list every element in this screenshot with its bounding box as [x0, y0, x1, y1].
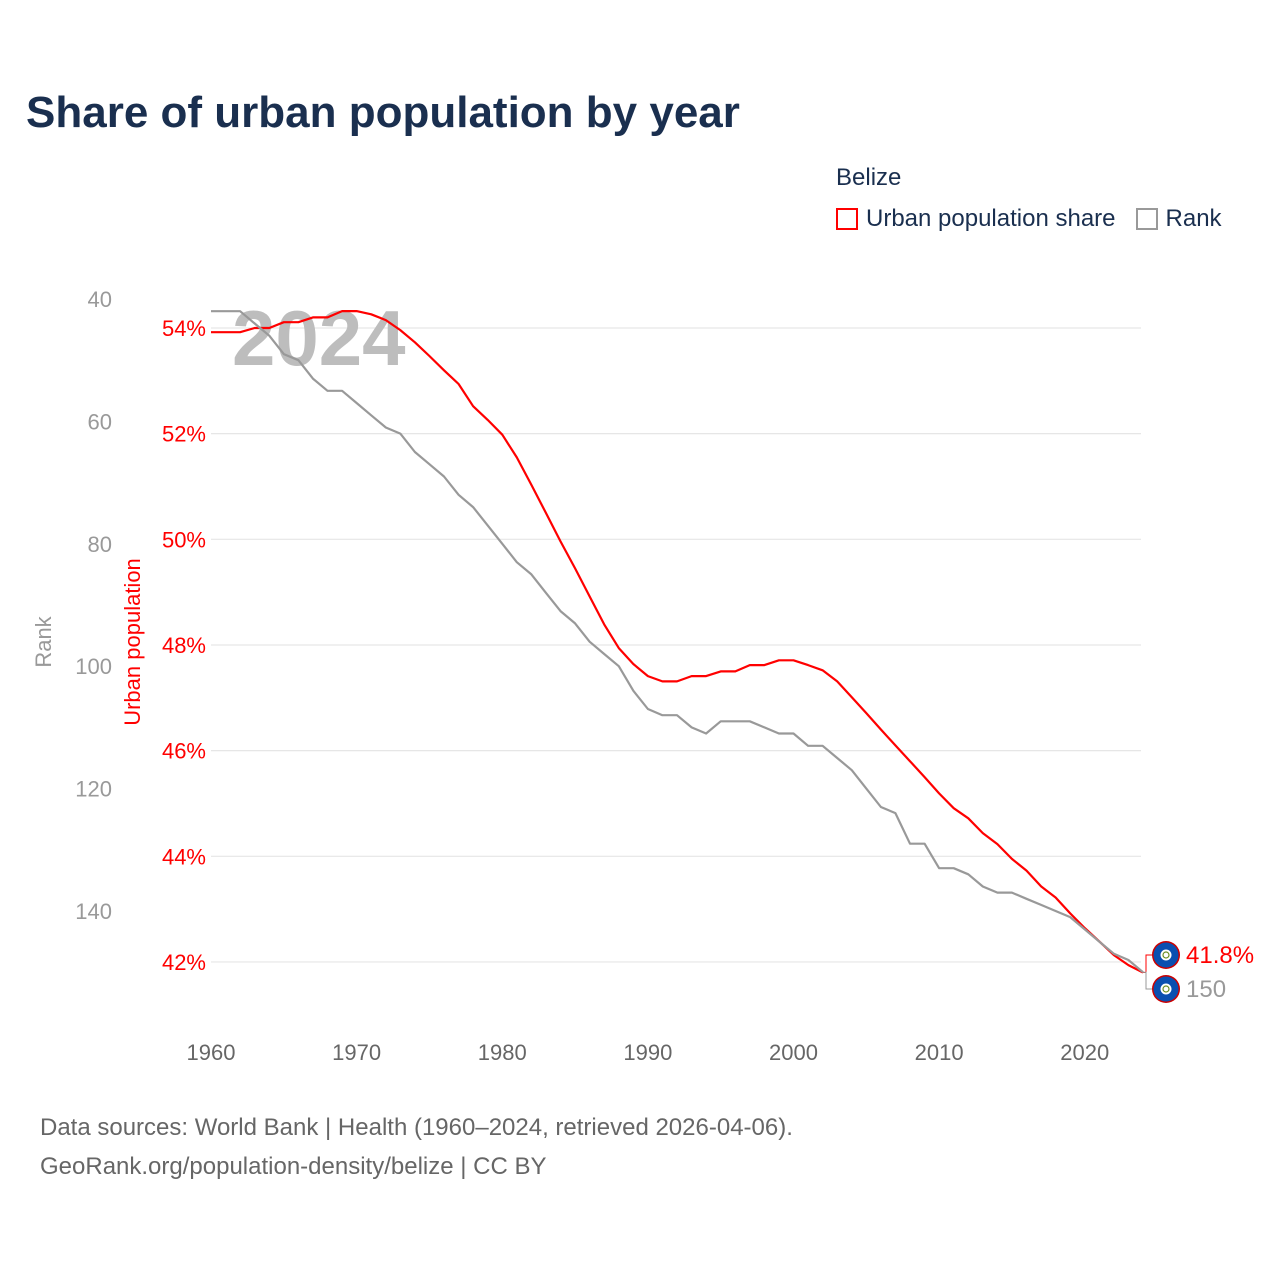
legend-label-rank[interactable]: Rank	[1165, 205, 1222, 232]
chart-title: Share of urban population by year	[26, 88, 740, 137]
rank-tick-label: 140	[75, 899, 112, 924]
footer-link[interactable]: GeoRank.org/population-density/belize | …	[40, 1153, 547, 1180]
connector-urban	[1143, 954, 1152, 974]
rank-tick-label: 100	[75, 654, 112, 679]
pct-tick-label: 48%	[162, 633, 206, 658]
x-tick-label: 1960	[187, 1040, 236, 1065]
x-tick-label: 1970	[332, 1040, 381, 1065]
x-tick-label: 2020	[1060, 1040, 1109, 1065]
legend-title: Belize	[836, 164, 902, 191]
flag-emblem	[1162, 951, 1170, 959]
legend-label-urban[interactable]: Urban population share	[866, 205, 1116, 232]
x-tick-label: 1980	[478, 1040, 527, 1065]
rank-axis-title: Rank	[31, 615, 56, 667]
pct-tick-label: 50%	[162, 527, 206, 552]
rank-line	[211, 310, 1144, 974]
watermark-year: 2024	[232, 294, 406, 382]
legend-swatch-urban[interactable]	[836, 208, 858, 230]
flag-emblem	[1162, 985, 1170, 993]
flag-disc	[1160, 949, 1172, 961]
pct-tick-label: 42%	[162, 950, 206, 975]
footer: Data sources: World Bank | Health (1960–…	[40, 1108, 793, 1186]
pct-tick-label: 46%	[162, 739, 206, 764]
legend: Urban population share Rank	[836, 205, 1222, 233]
rank-tick-label: 40	[88, 287, 112, 312]
belize-flag-icon	[1152, 975, 1180, 1003]
pct-tick-label: 52%	[162, 422, 206, 447]
legend-swatch-rank[interactable]	[1135, 208, 1158, 230]
pct-tick-label: 44%	[162, 844, 206, 869]
end-label-urban: 41.8%	[1186, 942, 1254, 969]
x-tick-label: 2000	[769, 1040, 818, 1065]
footer-sources: Data sources: World Bank | Health (1960–…	[40, 1114, 793, 1141]
rank-tick-label: 120	[75, 777, 112, 802]
urban-share-line	[211, 310, 1144, 974]
pct-tick-label: 54%	[162, 316, 206, 341]
belize-flag-icon	[1152, 941, 1180, 969]
rank-tick-label: 80	[88, 532, 112, 557]
connector-rank	[1143, 971, 1152, 990]
flag-disc	[1160, 983, 1172, 995]
pct-axis-title: Urban population	[120, 558, 145, 726]
x-tick-label: 2010	[915, 1040, 964, 1065]
x-tick-label: 1990	[623, 1040, 672, 1065]
end-label-rank: 150	[1186, 976, 1226, 1003]
rank-tick-label: 60	[88, 409, 112, 434]
